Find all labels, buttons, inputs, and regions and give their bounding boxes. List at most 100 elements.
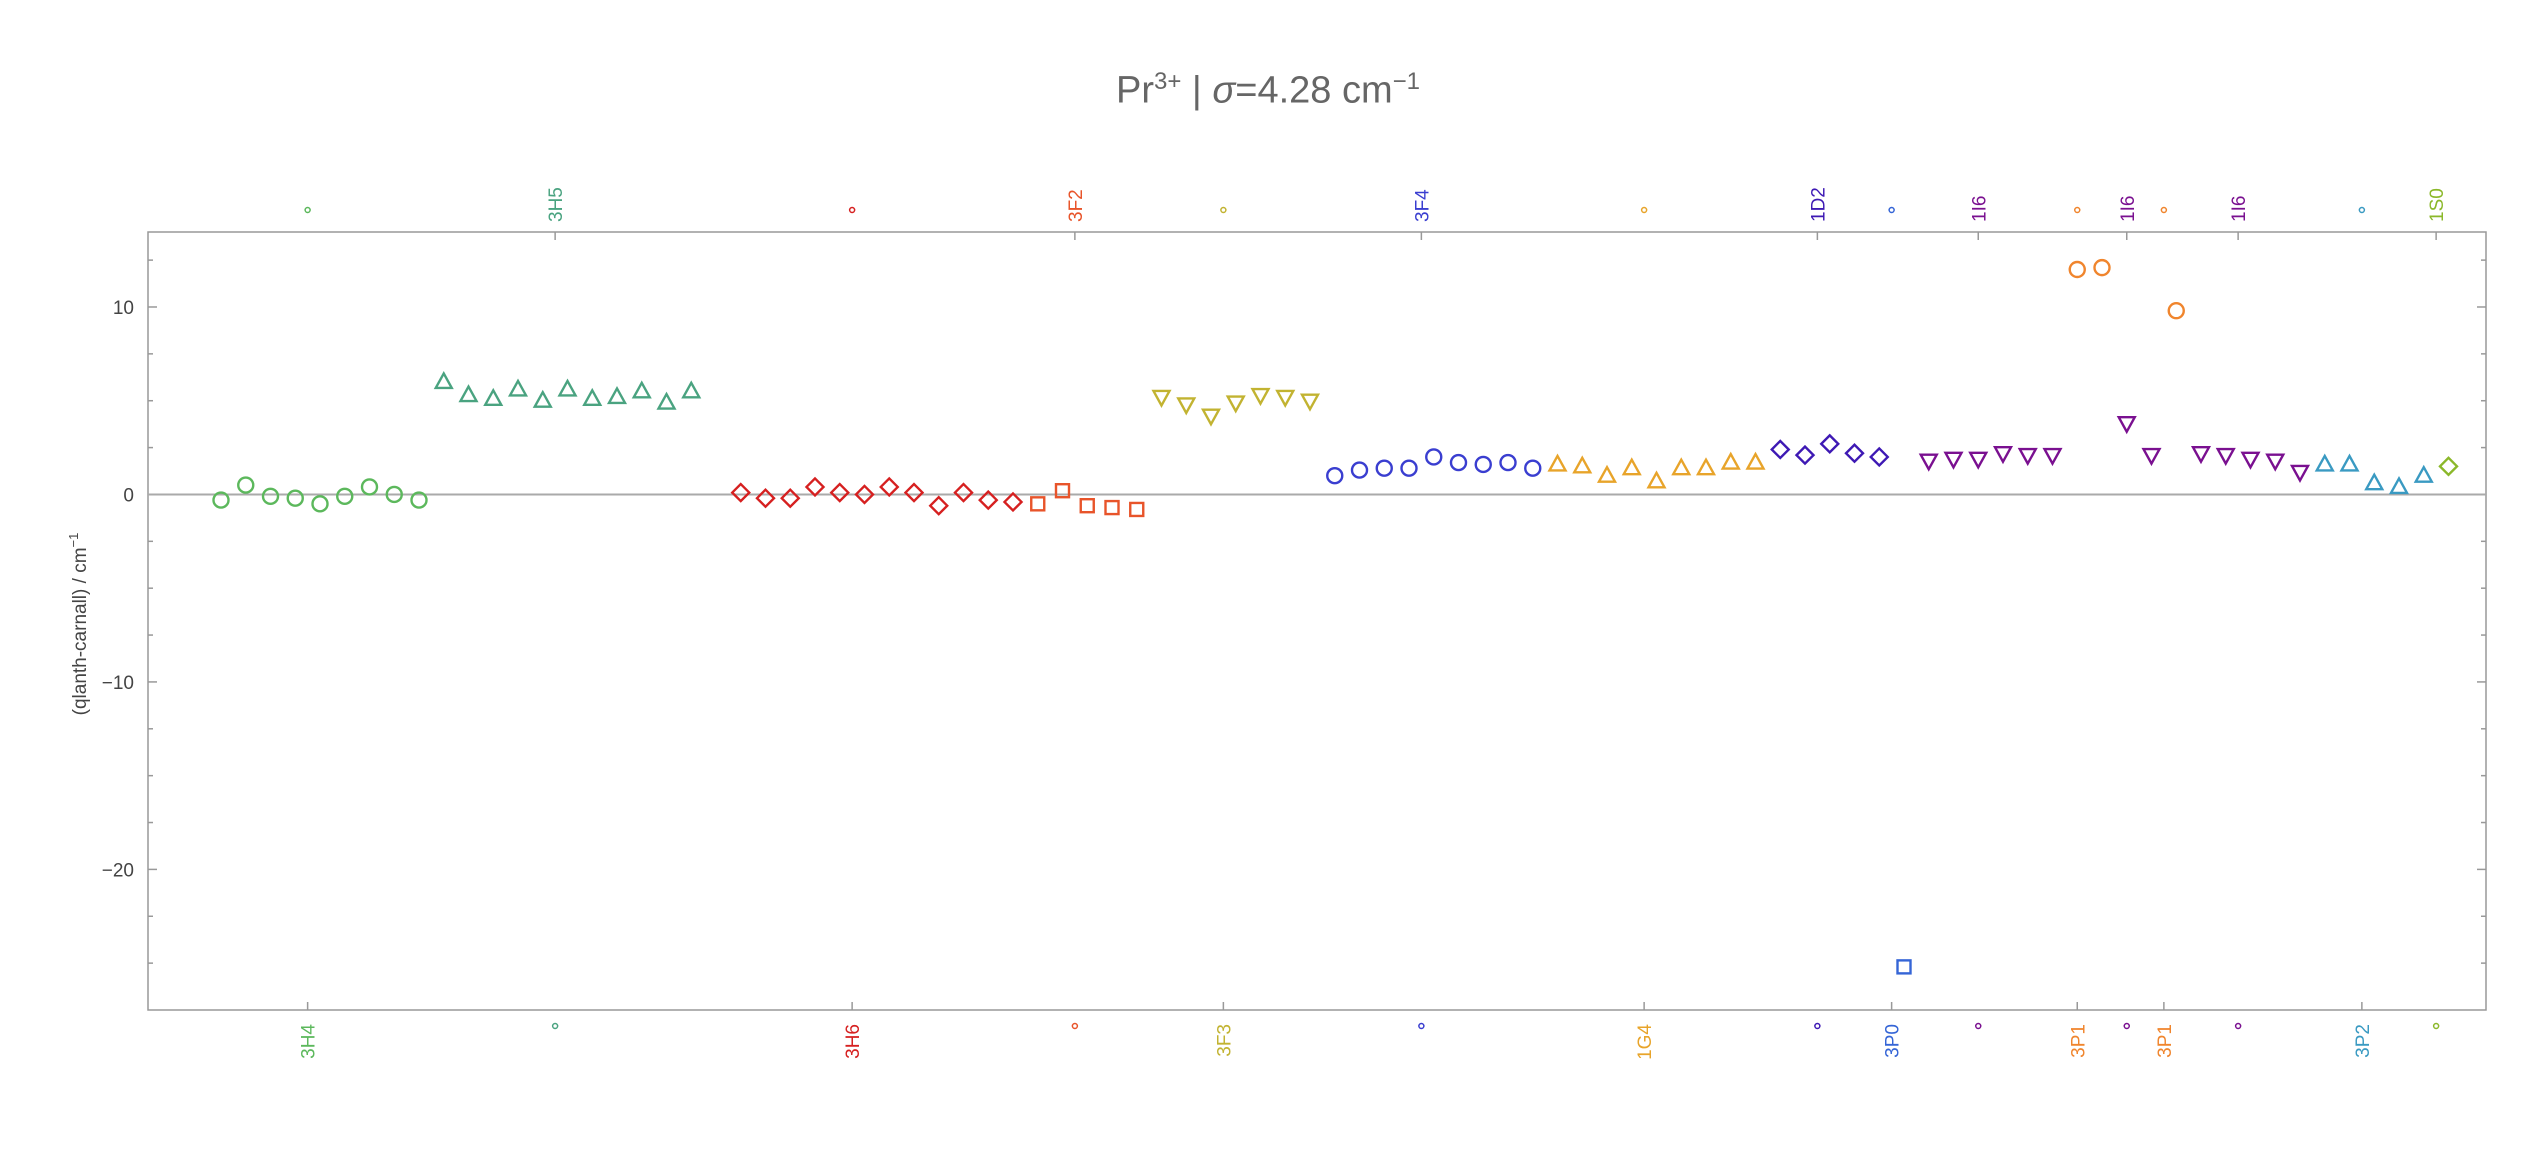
data-point-triangle-down [2141, 447, 2162, 467]
data-point-triangle-down [1918, 453, 1939, 472]
y-axis-label-text: (qlanth-carnall) / cm [70, 547, 91, 715]
data-point-circle [2093, 258, 2111, 277]
data-point-circle [237, 476, 255, 494]
group-label-top: 1S0 [2427, 188, 2448, 222]
top-dot-marker [2074, 206, 2081, 214]
data-point-triangle-up [2388, 475, 2410, 495]
data-point-circle [1425, 448, 1443, 466]
bottom-dot-marker [2123, 1022, 2130, 1030]
data-point-triangle-up [2314, 453, 2335, 472]
group-label-top: 1I6 [2229, 196, 2250, 222]
data-point-square [1030, 496, 1046, 512]
data-points [212, 258, 2459, 975]
top-dot-marker [2358, 206, 2366, 214]
data-point-triangle-up [656, 391, 677, 410]
data-point-triangle-down [2265, 453, 2286, 472]
data-point-triangle-down [2116, 416, 2137, 435]
data-point-circle [1499, 453, 1517, 472]
bottom-dot-marker [1418, 1022, 1425, 1030]
data-point-circle [336, 487, 354, 506]
data-point-circle [1449, 453, 1468, 472]
group-label-top: 3F4 [1412, 189, 1433, 222]
data-point-triangle-down [1151, 389, 1172, 408]
chart-title: Pr3+ | σ=4.28 cm−1 [1115, 68, 1421, 112]
group-label-bottom: 3P2 [2353, 1024, 2374, 1058]
data-point-triangle-up [557, 378, 578, 397]
y-axis-label-exponent: −1 [66, 533, 81, 548]
group-label-top: 1I6 [1969, 196, 1990, 222]
y-tick-label: −10 [102, 673, 134, 694]
data-point-triangle-up [1720, 451, 1741, 470]
top-dot-marker [1888, 206, 1895, 214]
data-point-diamond [780, 488, 801, 509]
data-point-circle [286, 489, 304, 507]
data-point-square [1129, 501, 1145, 518]
y-tick-label: −20 [102, 860, 134, 881]
data-point-circle [311, 495, 329, 513]
top-dot-marker [1220, 206, 1227, 214]
group-label-top: 1D2 [1808, 187, 1829, 222]
data-point-triangle-up [606, 385, 628, 405]
data-point-diamond [804, 476, 826, 498]
data-point-triangle-down [2240, 451, 2261, 470]
data-point-triangle-up [1621, 457, 1642, 476]
data-point-square [1054, 483, 1071, 499]
data-point-circle [1350, 461, 1369, 479]
title-sigma-symbol: σ [1212, 69, 1236, 112]
data-point-diamond [829, 482, 850, 503]
data-point-diamond [854, 484, 875, 505]
data-point-diamond [953, 482, 974, 503]
data-point-triangle-down [1225, 395, 1246, 414]
group-label-top: 3F2 [1066, 189, 1087, 222]
y-tick-labels: 10 0 −10 −20 [102, 298, 134, 881]
data-point-diamond [2438, 456, 2459, 477]
data-point-square [1104, 499, 1120, 516]
data-point-diamond [755, 488, 776, 509]
data-point-triangle-down [2289, 464, 2311, 483]
data-point-triangle-up [532, 389, 553, 408]
data-point-triangle-up [1671, 457, 1692, 476]
data-point-triangle-down [2017, 447, 2038, 467]
data-point-triangle-up [507, 378, 529, 397]
group-label-bottom: 3H6 [843, 1024, 864, 1059]
bottom-dot-marker [2432, 1022, 2440, 1030]
data-point-diamond [1770, 439, 1791, 460]
group-label-top: 3H5 [546, 187, 567, 222]
data-point-triangle-up [1596, 464, 1618, 483]
y-axis-label: (qlanth-carnall) / cm−1 [66, 533, 91, 716]
data-point-circle [1400, 459, 1418, 477]
bottom-dot-marker [1071, 1022, 1079, 1030]
data-point-triangle-up [631, 380, 652, 399]
data-point-diamond [1844, 443, 1865, 464]
data-point-triangle-down [1176, 397, 1197, 416]
data-point-circle [1524, 459, 1542, 477]
group-label-bottom: 3P0 [1883, 1024, 1904, 1058]
data-point-triangle-up [2413, 464, 2434, 483]
data-point-triangle-up [1695, 457, 1717, 476]
data-point-diamond [1819, 433, 1840, 455]
data-point-triangle-down [2190, 446, 2212, 465]
data-point-triangle-up [1646, 470, 1667, 489]
bottom-dot-marker [1975, 1022, 1982, 1030]
group-label-bottom: 3P1 [2155, 1024, 2176, 1058]
group-label-bottom: 3H4 [299, 1024, 320, 1059]
data-point-triangle-up [582, 387, 603, 407]
plot-frame [147, 231, 2487, 1011]
data-point-triangle-up [1547, 453, 1568, 472]
data-point-triangle-up [1745, 451, 1766, 470]
data-point-diamond [903, 482, 925, 503]
data-point-diamond [978, 489, 999, 511]
data-point-triangle-down [1299, 393, 1321, 412]
data-point-triangle-up [458, 384, 479, 403]
data-point-triangle-down [1250, 387, 1271, 407]
group-label-bottom: 3P1 [2068, 1024, 2089, 1058]
data-point-diamond [1794, 444, 1816, 466]
data-point-diamond [1002, 491, 1024, 513]
title-unit-exponent: −1 [1392, 68, 1421, 95]
data-point-triangle-down [1200, 408, 1222, 427]
data-point-diamond [730, 482, 751, 503]
data-point-triangle-down [1943, 451, 1964, 470]
data-point-circle [410, 491, 428, 509]
data-point-circle [2167, 302, 2185, 320]
